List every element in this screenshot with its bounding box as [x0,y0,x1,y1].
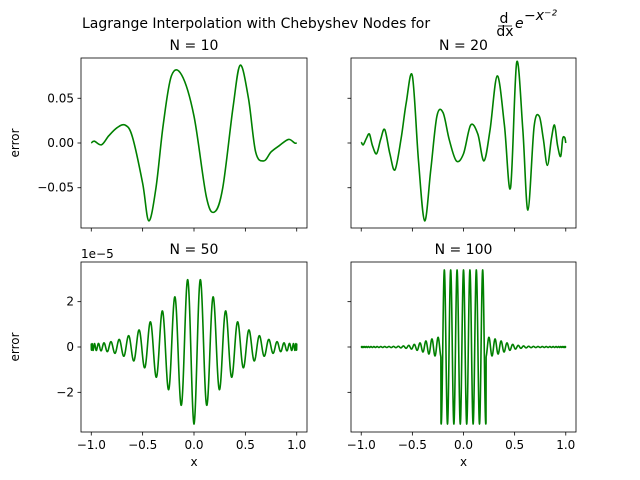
figure-title: Lagrange Interpolation with Chebyshev No… [82,8,557,40]
y-tick-label: −2 [56,385,74,399]
series-line-1 [360,269,567,425]
x-tick-label: 0.5 [236,438,255,452]
x-tick-label: 1.0 [556,438,575,452]
figure-title-exponent: −x⁻² [524,8,557,24]
subplot-2: N = 20 [347,38,577,232]
x-tick-label: −1.0 [347,438,376,452]
subplot-title: N = 50 [170,242,219,258]
figure-title-text: Lagrange Interpolation with Chebyshev No… [82,16,430,32]
y-tick-label: 0.05 [47,91,74,105]
y-offset-label: 1e−5 [81,247,114,261]
x-axis-label: x [460,455,467,469]
subplot-3: N = 50 −2 0 2 −1.0 −0.5 0.0 0.5 1.0 error x 1e−5 [8,242,308,469]
figure-title-frac-denominator: dx [496,24,513,40]
y-axis-label: error [8,332,22,361]
series-line-1 [90,278,298,425]
y-tick-label: −0.05 [37,181,74,195]
x-tick-label: −0.5 [128,438,157,452]
subplot-4: N = 100 −1.0 −0.5 0.0 0.5 1.0 x [347,242,577,469]
x-axis-label: x [190,455,197,469]
figure-title-base: e [515,16,524,32]
x-tick-label: −1.0 [77,438,106,452]
series-line-1 [90,64,297,222]
subplot-1: N = 10 −0.05 0.00 0.05 error [8,38,308,232]
subplot-grid: N = 10 −0.05 0.00 0.05 error N = 20 N = 50 −2 0 2… [8,38,577,469]
y-axis-label: error [8,128,22,157]
subplot-title: N = 100 [435,242,493,258]
subplot-title: N = 20 [439,38,488,54]
y-tick-label: 0.00 [47,136,74,150]
x-tick-label: 0.5 [505,438,524,452]
figure-title-frac-numerator: d [500,11,509,27]
x-tick-label: 0.0 [184,438,203,452]
y-tick-label: 0 [66,340,74,354]
x-tick-label: 0.0 [454,438,473,452]
series-line-1 [360,60,567,222]
subplot-title: N = 10 [170,38,219,54]
x-tick-label: −0.5 [398,438,427,452]
y-tick-label: 2 [66,295,74,309]
x-tick-label: 1.0 [287,438,306,452]
